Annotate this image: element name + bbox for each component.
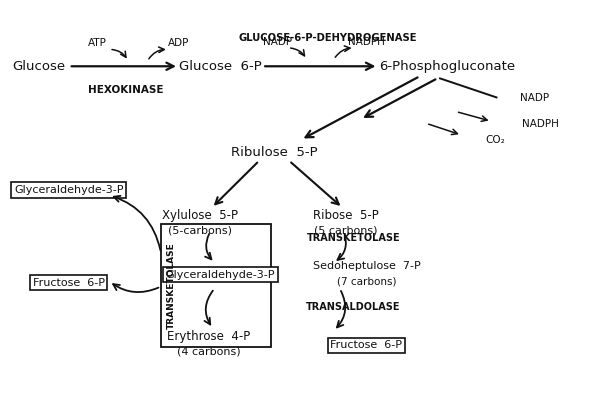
Text: TRANSKETOLASE: TRANSKETOLASE	[307, 233, 400, 243]
Text: ATP: ATP	[88, 38, 107, 48]
Text: Glucose  6-P: Glucose 6-P	[179, 60, 262, 73]
Text: ADP: ADP	[168, 38, 190, 48]
Text: HEXOKINASE: HEXOKINASE	[87, 85, 163, 95]
Bar	[161, 224, 271, 347]
Text: (7 carbons): (7 carbons)	[337, 277, 396, 287]
Text: CO₂: CO₂	[485, 135, 505, 145]
Text: Sedoheptulose  7-P: Sedoheptulose 7-P	[313, 261, 421, 271]
Text: TRANSALDOLASE: TRANSALDOLASE	[306, 302, 401, 312]
Text: Ribose  5-P: Ribose 5-P	[313, 209, 379, 222]
Text: NADP: NADP	[520, 93, 549, 103]
Text: Glyceraldehyde-3-P: Glyceraldehyde-3-P	[166, 270, 275, 280]
Text: NADPH: NADPH	[348, 37, 385, 47]
Text: NADP: NADP	[262, 37, 291, 47]
Text: Glyceraldehyde-3-P: Glyceraldehyde-3-P	[14, 185, 124, 195]
Text: Fructose  6-P: Fructose 6-P	[330, 341, 402, 350]
Text: TRANSKETOLASE: TRANSKETOLASE	[167, 242, 176, 329]
Text: (5-carbons): (5-carbons)	[168, 226, 231, 236]
Text: Erythrose  4-P: Erythrose 4-P	[167, 330, 250, 343]
Text: (5 carbons): (5 carbons)	[314, 226, 378, 236]
Text: Xylulose  5-P: Xylulose 5-P	[162, 209, 238, 222]
Text: NADPH: NADPH	[522, 119, 559, 129]
Text: GLUCOSE-6-P-DEHYDROGENASE: GLUCOSE-6-P-DEHYDROGENASE	[239, 32, 417, 42]
Text: 6-Phosphogluconate: 6-Phosphogluconate	[379, 60, 515, 73]
Text: (4 carbons): (4 carbons)	[177, 347, 241, 357]
Text: Fructose  6-P: Fructose 6-P	[33, 278, 105, 287]
Text: Glucose: Glucose	[12, 60, 65, 73]
Text: Ribulose  5-P: Ribulose 5-P	[231, 146, 318, 159]
